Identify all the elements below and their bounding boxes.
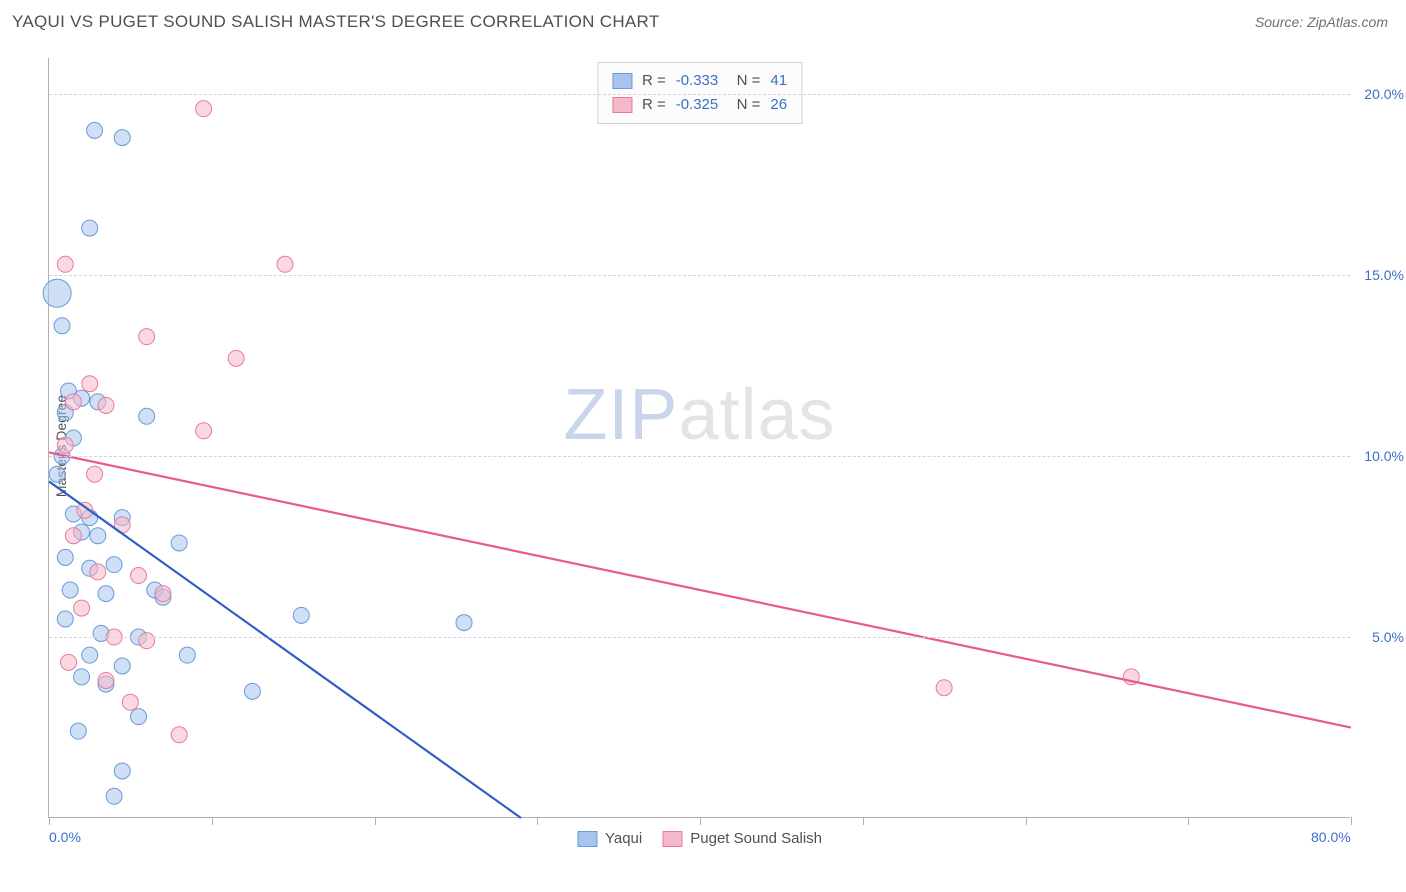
- legend-correlation-row: R = -0.325 N = 26: [612, 93, 787, 117]
- chart-header: YAQUI VS PUGET SOUND SALISH MASTER'S DEG…: [0, 0, 1406, 40]
- x-tick: [1351, 817, 1352, 825]
- scatter-svg: [49, 58, 1350, 817]
- data-point: [57, 437, 73, 453]
- y-tick-label: 10.0%: [1364, 448, 1404, 464]
- data-point: [277, 256, 293, 272]
- data-point: [98, 586, 114, 602]
- data-point: [936, 680, 952, 696]
- legend-r-label: R =: [642, 93, 666, 117]
- data-point: [244, 683, 260, 699]
- legend-swatch: [612, 97, 632, 113]
- data-point: [49, 466, 65, 482]
- data-point: [90, 564, 106, 580]
- data-point: [456, 615, 472, 631]
- data-point: [98, 672, 114, 688]
- gridline-h: [49, 275, 1350, 276]
- chart-title: YAQUI VS PUGET SOUND SALISH MASTER'S DEG…: [12, 12, 660, 32]
- data-point: [228, 350, 244, 366]
- gridline-h: [49, 637, 1350, 638]
- x-tick: [49, 817, 50, 825]
- data-point: [171, 535, 187, 551]
- legend-r-label: R =: [642, 69, 666, 93]
- data-point: [87, 122, 103, 138]
- data-point: [196, 101, 212, 117]
- x-tick: [212, 817, 213, 825]
- gridline-h: [49, 456, 1350, 457]
- legend-swatch: [612, 73, 632, 89]
- legend-r-value: -0.325: [676, 93, 719, 117]
- legend-series-label: Yaqui: [605, 830, 642, 847]
- data-point: [65, 394, 81, 410]
- y-tick-label: 15.0%: [1364, 267, 1404, 283]
- x-tick: [537, 817, 538, 825]
- data-point: [114, 130, 130, 146]
- data-point: [54, 318, 70, 334]
- data-point: [114, 763, 130, 779]
- x-tick: [700, 817, 701, 825]
- x-tick-label: 80.0%: [1311, 829, 1351, 845]
- legend-n-value: 26: [770, 93, 787, 117]
- data-point: [139, 633, 155, 649]
- data-point: [155, 586, 171, 602]
- data-point: [171, 727, 187, 743]
- y-tick-label: 20.0%: [1364, 86, 1404, 102]
- y-tick-label: 5.0%: [1372, 629, 1404, 645]
- legend-correlation-row: R = -0.333 N = 41: [612, 69, 787, 93]
- legend-series-item: Yaqui: [577, 830, 642, 847]
- x-tick: [1188, 817, 1189, 825]
- data-point: [98, 397, 114, 413]
- data-point: [106, 557, 122, 573]
- data-point: [61, 654, 77, 670]
- x-tick: [1026, 817, 1027, 825]
- data-point: [62, 582, 78, 598]
- data-point: [114, 658, 130, 674]
- x-tick: [375, 817, 376, 825]
- data-point: [43, 279, 71, 307]
- data-point: [87, 466, 103, 482]
- data-point: [65, 528, 81, 544]
- x-tick: [863, 817, 864, 825]
- data-point: [82, 376, 98, 392]
- data-point: [131, 568, 147, 584]
- chart-source: Source: ZipAtlas.com: [1255, 14, 1388, 30]
- legend-n-value: 41: [770, 69, 787, 93]
- data-point: [82, 220, 98, 236]
- legend-correlation: R = -0.333 N = 41 R = -0.325 N = 26: [597, 62, 802, 124]
- legend-series: Yaqui Puget Sound Salish: [577, 830, 822, 847]
- legend-series-label: Puget Sound Salish: [690, 830, 822, 847]
- trend-line: [49, 452, 1351, 727]
- data-point: [106, 788, 122, 804]
- data-point: [57, 611, 73, 627]
- legend-swatch: [577, 831, 597, 847]
- legend-r-value: -0.333: [676, 69, 719, 93]
- data-point: [122, 694, 138, 710]
- data-point: [131, 709, 147, 725]
- legend-series-item: Puget Sound Salish: [662, 830, 822, 847]
- data-point: [196, 423, 212, 439]
- legend-n-label: N =: [728, 93, 760, 117]
- data-point: [139, 329, 155, 345]
- data-point: [70, 723, 86, 739]
- legend-swatch: [662, 831, 682, 847]
- data-point: [74, 669, 90, 685]
- chart-plot-area: ZIPatlas R =-0.333 N =41R =-0.325 N =26 …: [48, 58, 1350, 818]
- data-point: [179, 647, 195, 663]
- data-point: [139, 408, 155, 424]
- data-point: [57, 549, 73, 565]
- gridline-h: [49, 94, 1350, 95]
- x-tick-label: 0.0%: [49, 829, 81, 845]
- data-point: [74, 600, 90, 616]
- legend-n-label: N =: [728, 69, 760, 93]
- data-point: [82, 647, 98, 663]
- data-point: [293, 607, 309, 623]
- data-point: [57, 256, 73, 272]
- data-point: [90, 528, 106, 544]
